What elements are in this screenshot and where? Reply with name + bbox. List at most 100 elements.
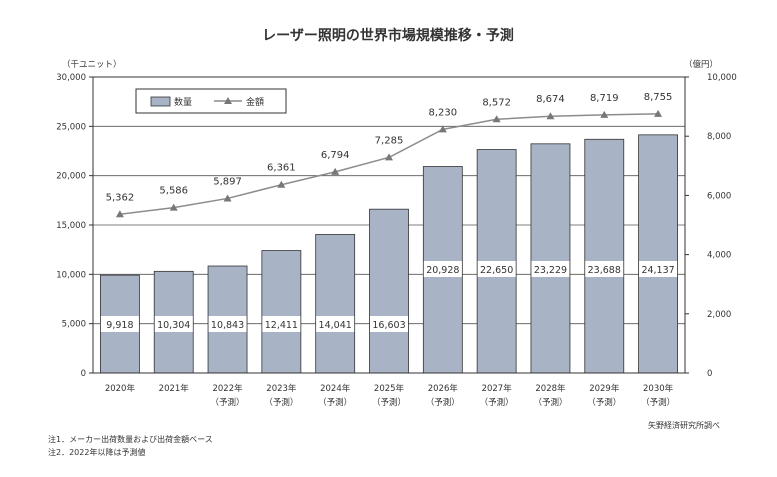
- footnote-2: 注2．2022年以降は予測値: [48, 448, 146, 457]
- footnote-1: 注1．メーカー出荷数量および出荷金額ベース: [48, 435, 213, 444]
- source-note: 矢野経済研究所調べ: [648, 421, 720, 430]
- category-year: 2021年: [159, 383, 190, 394]
- bar: [369, 208, 409, 374]
- category-forecast: （予測）: [641, 397, 675, 408]
- category-year: 2029年: [589, 383, 620, 394]
- bar-data-labels: 9,918 10,304 10,843 12,411 14,041 16,603 20,92…: [100, 261, 678, 332]
- bar-label-box: [100, 316, 139, 332]
- left-tick-label: 20,000: [56, 172, 86, 182]
- bar-label-box: [370, 316, 408, 332]
- category-year: 2028年: [535, 383, 566, 394]
- right-tick-label: 6,000: [707, 191, 731, 201]
- bar-label: 10,304: [157, 320, 190, 331]
- line-marker: [654, 109, 663, 117]
- bar: [315, 234, 356, 374]
- left-tick-label: 0: [81, 369, 86, 379]
- category-year: 2024年: [320, 383, 351, 394]
- category-forecast: （予測）: [480, 397, 514, 408]
- category-forecast: （予測）: [587, 397, 621, 408]
- category-forecast: （予測）: [318, 397, 352, 408]
- bar-label-box: [477, 261, 516, 277]
- right-tick-label: 10,000: [707, 73, 737, 83]
- category-year: 2023年: [266, 383, 297, 394]
- category-year: 2026年: [428, 383, 459, 394]
- category-forecast: （予測）: [533, 397, 567, 408]
- category-year: 2020年: [105, 383, 136, 394]
- line-marker: [223, 194, 232, 202]
- bar: [584, 138, 625, 374]
- legend-triangle-marker: [224, 97, 232, 104]
- category-forecast: （予測）: [264, 397, 298, 408]
- legend-line-label: 金額: [246, 96, 264, 108]
- bar-label: 16,603: [372, 320, 405, 331]
- right-tick-label: 4,000: [707, 251, 731, 261]
- line-label: 6,361: [267, 163, 296, 174]
- left-axis: 0 5,000 10,000 15,000 20,000 25,000 30,000: [56, 73, 93, 379]
- bar-label: 22,650: [480, 265, 513, 276]
- line-label: 8,719: [590, 93, 619, 104]
- line-marker: [277, 180, 286, 188]
- bar-label: 23,229: [534, 265, 567, 276]
- bar-label-box: [639, 261, 678, 277]
- left-tick-label: 15,000: [56, 221, 86, 231]
- category-year: 2027年: [482, 383, 513, 394]
- right-tick-label: 2,000: [707, 310, 731, 320]
- right-tick-label: 0: [707, 369, 712, 379]
- category-forecast: （予測）: [372, 397, 406, 408]
- legend-bar-label: 数量: [174, 96, 192, 108]
- line-marker: [331, 167, 340, 175]
- bar-label: 23,688: [588, 265, 621, 276]
- line-label: 8,230: [428, 107, 457, 118]
- line-marker: [492, 115, 501, 123]
- right-axis: 0 2,000 4,000 6,000 8,000 10,000: [685, 73, 737, 379]
- bar-label: 12,411: [265, 320, 298, 331]
- left-tick-label: 25,000: [56, 122, 86, 132]
- bar-label-box: [531, 261, 570, 277]
- bar-label: 10,843: [211, 320, 244, 331]
- line-marker: [546, 112, 555, 120]
- line-marker: [600, 110, 609, 118]
- line-label: 5,897: [213, 176, 242, 187]
- category-year: 2025年: [374, 383, 405, 394]
- bar-label-box: [423, 261, 462, 277]
- category-forecast: （予測）: [211, 397, 245, 408]
- bar-label-box: [208, 316, 247, 332]
- bar-label-box: [154, 316, 193, 332]
- bar-label: 24,137: [641, 265, 674, 276]
- legend: 数量 金額: [135, 88, 287, 114]
- line-marker: [115, 210, 124, 218]
- left-tick-label: 5,000: [62, 320, 86, 330]
- category-year: 2022年: [212, 383, 243, 394]
- line-label: 5,586: [159, 186, 188, 197]
- bar: [638, 134, 678, 374]
- left-axis-unit: （千ユニット）: [62, 59, 122, 70]
- line-label: 8,755: [644, 92, 673, 103]
- line-path: [119, 113, 659, 216]
- x-axis-categories: 2020年 2021年 2022年 （予測） 2023年 （予測） 2024年 （予測） 202…: [105, 383, 675, 408]
- right-tick-label: 8,000: [707, 132, 731, 142]
- bar-label-box: [585, 261, 624, 277]
- legend-bar-swatch: [150, 96, 171, 107]
- bar-label-box: [262, 316, 301, 332]
- line-label: 6,794: [321, 150, 350, 161]
- line-label: 5,362: [106, 192, 135, 203]
- bar-label: 9,918: [106, 320, 133, 331]
- bar-label-box: [316, 316, 355, 332]
- bar-label: 14,041: [319, 320, 352, 331]
- line-label: 8,572: [482, 97, 511, 108]
- line-label: 7,285: [375, 135, 404, 146]
- bar-label: 20,928: [426, 265, 459, 276]
- left-tick-label: 30,000: [56, 73, 86, 83]
- bar: [530, 143, 571, 374]
- line-marker: [169, 203, 178, 211]
- line-series: 5,362 5,586 5,897 6,361 6,794 7,285 8,230 8,572…: [106, 92, 673, 218]
- chart-title: レーザー照明の世界市場規模推移・予測: [262, 27, 514, 44]
- line-marker: [438, 125, 447, 133]
- line-label: 8,674: [536, 94, 565, 105]
- category-year: 2030年: [643, 383, 674, 394]
- left-tick-label: 10,000: [56, 270, 86, 280]
- right-axis-unit: （億円）: [684, 59, 718, 70]
- bar-series: [100, 134, 678, 374]
- category-forecast: （予測）: [426, 397, 460, 408]
